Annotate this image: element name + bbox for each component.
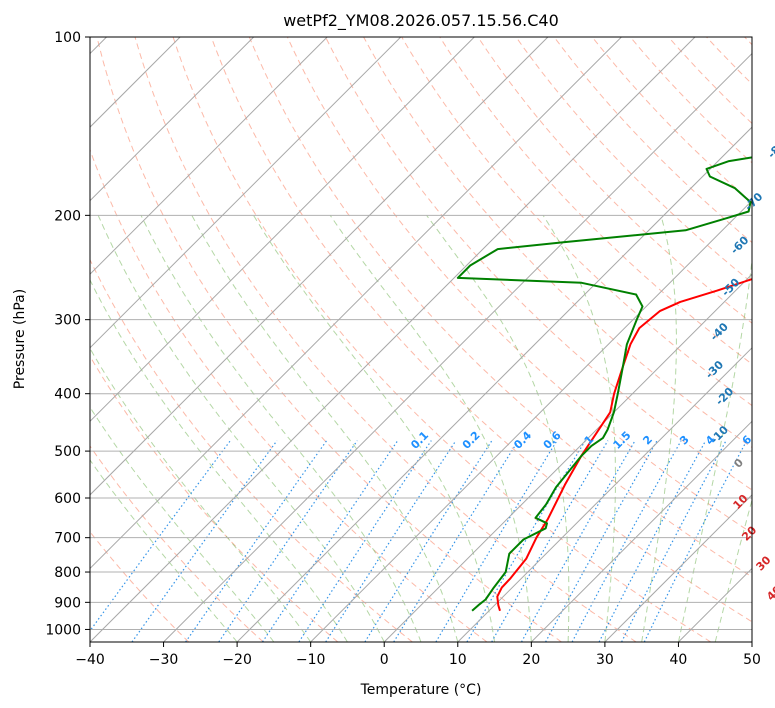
y-tick-label: 400: [54, 387, 81, 403]
isotherm-line: [604, 494, 752, 642]
mixing-ratio-line: [218, 440, 358, 642]
moist-adiabat-line: [542, 215, 616, 642]
moist-adiabat-line: [329, 215, 532, 642]
y-tick-label: 200: [54, 208, 81, 224]
moist-adiabat-line: [140, 215, 422, 642]
moist-adiabat-line: [90, 459, 238, 642]
dry-adiabat-line: [325, 37, 752, 491]
background-lines: [90, 37, 752, 642]
isotherm-line: [383, 273, 752, 642]
mixing-ratio-line: [90, 440, 231, 632]
temperature-profile-line: [496, 278, 752, 612]
dry-adiabat-line: [134, 37, 637, 642]
dewpoint-profile-line: [456, 156, 752, 612]
y-tick-label: 500: [54, 444, 81, 460]
dry-adiabat-line: [286, 37, 752, 534]
moist-adiabat-line: [90, 347, 312, 642]
y-tick-label: 600: [54, 491, 81, 507]
mixing-ratio-line: [571, 440, 682, 642]
mixing-ratio-line: [491, 440, 609, 642]
moist-adiabat-line: [426, 215, 570, 642]
isotherm-value-label: -80: [765, 138, 775, 161]
mixing-ratio-value-label: 8: [773, 433, 775, 448]
dry-adiabat-line: [90, 355, 339, 642]
isotherm-line: [90, 37, 475, 423]
mixing-ratio-line: [298, 440, 432, 642]
isotherm-line: [90, 37, 328, 275]
x-tick-label: 40: [670, 652, 688, 668]
y-tick-label: 1000: [45, 622, 81, 638]
mixing-ratio-line: [364, 440, 493, 642]
dry-adiabat-line: [90, 445, 264, 642]
profile-series: [456, 156, 752, 612]
x-tick-label: 10: [449, 652, 467, 668]
plot-area: [90, 37, 752, 642]
x-tick-label: −30: [149, 652, 179, 668]
x-tick-label: 30: [596, 652, 614, 668]
y-tick-label: 900: [54, 595, 81, 611]
y-tick-label: 700: [54, 531, 81, 547]
x-axis-label: Temperature (°C): [360, 682, 482, 698]
dry-adiabat-line: [96, 37, 562, 642]
x-tick-label: 20: [522, 652, 540, 668]
isotherm-line: [310, 199, 752, 642]
isotherm-line: [457, 347, 752, 642]
isotherm-line: [90, 37, 255, 202]
x-tick-label: 50: [743, 652, 761, 668]
dry-adiabat-line: [172, 37, 712, 642]
dry-adiabat-line: [210, 37, 752, 623]
x-tick-label: −40: [75, 652, 105, 668]
mixing-ratio-line: [185, 440, 328, 642]
y-tick-label: 100: [54, 30, 81, 46]
mixing-ratio-line: [643, 440, 748, 642]
isotherm-line: [90, 37, 402, 349]
chart-title: wetPf2_YM08.2026.057.15.56.C40: [283, 11, 559, 31]
moist-adiabat-line: [90, 406, 275, 642]
isotherm-line: [236, 126, 752, 642]
mixing-ratio-line: [261, 440, 399, 642]
y-tick-label: 800: [54, 565, 81, 581]
dry-adiabat-line: [248, 37, 752, 578]
moist-adiabat-line: [191, 215, 459, 642]
x-tick-label: −20: [222, 652, 252, 668]
isotherm-line: [530, 420, 752, 642]
moist-adiabat-line: [97, 215, 385, 642]
mixing-ratio-line: [520, 440, 636, 642]
isotherm-line: [90, 37, 696, 642]
x-tick-label: 0: [380, 652, 389, 668]
y-axis-label: Pressure (hPa): [12, 289, 28, 389]
y-tick-label: 300: [54, 313, 81, 329]
isotherm-line: [163, 52, 752, 642]
moist-adiabat-line: [641, 215, 677, 642]
plot-frame: [89, 36, 753, 643]
isotherm-line: [90, 37, 622, 570]
moist-adiabat-line: [677, 255, 752, 642]
mixing-ratio-line: [435, 440, 558, 642]
mixing-ratio-line: [131, 440, 278, 642]
moist-adiabat-value-label: 40: [764, 583, 775, 603]
x-tick-label: −10: [296, 652, 326, 668]
dry-adiabat-line: [90, 258, 413, 642]
mixing-ratio-line: [545, 440, 658, 642]
mixing-ratio-line: [325, 440, 457, 642]
mixing-ratio-line: [466, 440, 586, 642]
axis-ticks: −40 −30 −20 −10 0 10 20 30 40 50 100 200 300 400 500 60…: [45, 30, 761, 668]
isotherm-line: [90, 37, 549, 496]
